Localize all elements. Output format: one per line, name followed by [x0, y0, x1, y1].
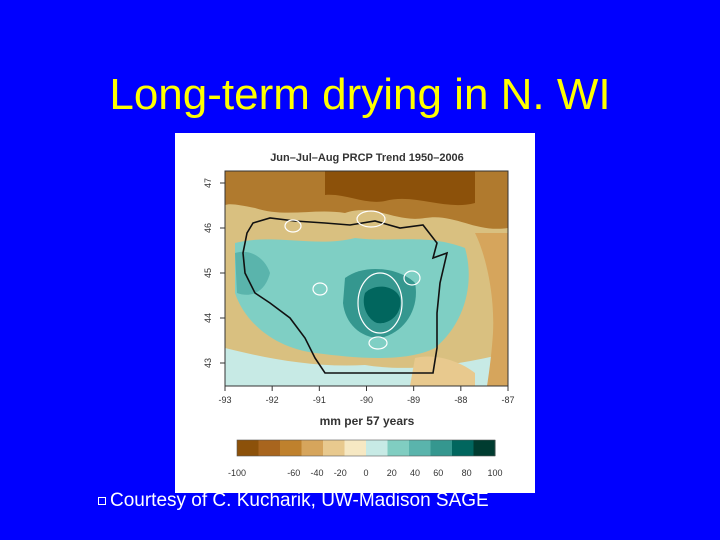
contour-line	[284, 219, 302, 233]
lon-tick-label: -92	[266, 395, 279, 405]
contour-line	[356, 210, 386, 228]
contour-line	[312, 282, 328, 296]
lat-tick-label: 47	[203, 178, 213, 188]
colorbar-frame	[236, 439, 496, 457]
colorbar-swatch	[301, 440, 324, 456]
map-raster	[225, 171, 508, 386]
colorbar-label: 60	[433, 468, 443, 478]
colorbar-swatch	[387, 440, 410, 456]
colorbar-swatch	[344, 440, 367, 456]
contour-line	[368, 336, 388, 350]
colorbar-labels: -100 -60 -40 -20 0 20 40 60 80 100	[228, 468, 503, 478]
trend-map-figure: Jun–Jul–Aug PRCP Trend 1950–2006	[175, 133, 535, 493]
bullet-icon	[98, 496, 106, 505]
colorbar-label: -100	[228, 468, 246, 478]
slide-title: Long-term drying in N. WI	[109, 70, 611, 119]
colorbar-label: 20	[387, 468, 397, 478]
caption-text: Courtesy of C. Kucharik, UW-Madison SAGE	[110, 490, 489, 511]
contour-line	[357, 272, 403, 334]
lon-axis: -93 -92 -91 -90 -89 -88 -87	[218, 386, 515, 405]
lon-tick-label: -89	[407, 395, 420, 405]
trend-map-svg: Jun–Jul–Aug PRCP Trend 1950–2006	[203, 152, 515, 478]
lat-tick-label: 45	[203, 268, 213, 278]
colorbar-swatch	[323, 440, 345, 456]
colorbar-label: 40	[410, 468, 420, 478]
state-border	[242, 217, 449, 374]
contour-line	[403, 270, 421, 286]
lat-tick-label: 46	[203, 223, 213, 233]
colorbar	[236, 439, 496, 457]
colorbar-swatch	[258, 440, 281, 456]
slide-caption: Courtesy of C. Kucharik, UW-Madison SAGE	[98, 490, 489, 512]
colorbar-label: 100	[487, 468, 502, 478]
colorbar-label: -60	[287, 468, 300, 478]
colorbar-swatch	[430, 440, 453, 456]
colorbar-label: -20	[334, 468, 347, 478]
colorbar-label: 0	[363, 468, 368, 478]
colorbar-label: -40	[310, 468, 323, 478]
lon-tick-label: -88	[454, 395, 467, 405]
colorbar-swatch	[409, 440, 431, 456]
lon-tick-label: -91	[313, 395, 326, 405]
colorbar-swatch	[280, 440, 302, 456]
colorbar-swatch	[473, 440, 496, 456]
lon-tick-label: -87	[501, 395, 514, 405]
map-title: Jun–Jul–Aug PRCP Trend 1950–2006	[270, 152, 464, 164]
lat-tick-label: 44	[203, 313, 213, 323]
lat-axis: 47 46 45 44 43	[203, 178, 225, 368]
lon-tick-label: -90	[360, 395, 373, 405]
colorbar-swatch	[452, 440, 474, 456]
lon-tick-label: -93	[218, 395, 231, 405]
lat-tick-label: 43	[203, 358, 213, 368]
colorbar-swatch	[366, 440, 388, 456]
map-xlabel: mm per 57 years	[320, 414, 415, 428]
colorbar-label: 80	[462, 468, 472, 478]
colorbar-swatch	[237, 440, 259, 456]
